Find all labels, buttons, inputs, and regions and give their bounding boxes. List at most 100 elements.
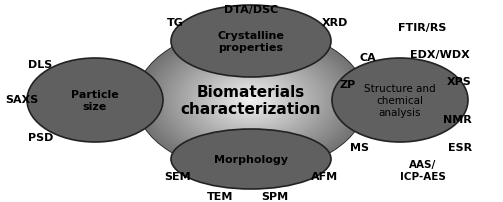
Ellipse shape — [206, 142, 296, 176]
Ellipse shape — [71, 86, 119, 115]
Ellipse shape — [247, 98, 255, 103]
Ellipse shape — [332, 59, 468, 142]
Ellipse shape — [204, 142, 298, 177]
Ellipse shape — [192, 16, 310, 68]
Ellipse shape — [364, 78, 436, 123]
Ellipse shape — [178, 55, 324, 146]
Ellipse shape — [175, 53, 327, 148]
Ellipse shape — [211, 24, 291, 60]
Text: SPM: SPM — [262, 191, 289, 201]
Ellipse shape — [157, 42, 345, 159]
Ellipse shape — [161, 44, 341, 157]
Ellipse shape — [216, 26, 286, 57]
Ellipse shape — [151, 38, 351, 163]
Ellipse shape — [399, 100, 401, 101]
Ellipse shape — [51, 73, 139, 128]
Ellipse shape — [215, 26, 287, 58]
Ellipse shape — [204, 21, 298, 63]
Ellipse shape — [227, 150, 275, 168]
Ellipse shape — [243, 96, 259, 105]
Ellipse shape — [173, 7, 329, 77]
Ellipse shape — [230, 87, 272, 114]
Ellipse shape — [180, 56, 322, 145]
Ellipse shape — [237, 92, 265, 109]
Ellipse shape — [55, 76, 135, 125]
Ellipse shape — [197, 67, 305, 134]
Ellipse shape — [36, 64, 154, 137]
Ellipse shape — [249, 159, 253, 160]
Ellipse shape — [244, 157, 258, 162]
Ellipse shape — [90, 97, 101, 104]
Ellipse shape — [179, 9, 323, 74]
Ellipse shape — [182, 11, 320, 73]
Ellipse shape — [144, 34, 358, 167]
Ellipse shape — [383, 90, 417, 111]
Ellipse shape — [375, 85, 425, 116]
Ellipse shape — [215, 78, 287, 123]
Ellipse shape — [215, 146, 287, 173]
Ellipse shape — [228, 86, 274, 115]
Ellipse shape — [226, 31, 276, 53]
Ellipse shape — [142, 33, 360, 168]
Ellipse shape — [203, 141, 299, 177]
Ellipse shape — [196, 66, 307, 135]
Ellipse shape — [218, 147, 284, 172]
Ellipse shape — [210, 23, 292, 60]
Ellipse shape — [205, 72, 297, 129]
Ellipse shape — [198, 139, 304, 179]
Ellipse shape — [209, 74, 293, 127]
Ellipse shape — [207, 73, 295, 128]
Ellipse shape — [52, 74, 138, 127]
Ellipse shape — [206, 21, 296, 62]
Ellipse shape — [200, 140, 302, 178]
Ellipse shape — [232, 152, 270, 166]
Ellipse shape — [248, 41, 254, 43]
Ellipse shape — [202, 20, 300, 64]
Ellipse shape — [182, 133, 320, 185]
Ellipse shape — [245, 97, 257, 104]
Ellipse shape — [218, 27, 284, 57]
Ellipse shape — [35, 64, 155, 137]
Ellipse shape — [79, 91, 111, 110]
Ellipse shape — [349, 69, 451, 132]
Ellipse shape — [88, 96, 102, 105]
Ellipse shape — [214, 25, 288, 59]
Ellipse shape — [178, 132, 324, 187]
Ellipse shape — [39, 66, 150, 135]
Ellipse shape — [237, 154, 265, 164]
Ellipse shape — [231, 152, 271, 167]
Ellipse shape — [171, 6, 331, 78]
Ellipse shape — [200, 19, 302, 64]
Ellipse shape — [29, 60, 161, 141]
Ellipse shape — [53, 75, 137, 126]
Ellipse shape — [163, 46, 339, 155]
Ellipse shape — [77, 89, 113, 112]
Ellipse shape — [366, 80, 434, 121]
Ellipse shape — [356, 73, 444, 128]
Ellipse shape — [153, 40, 349, 161]
Ellipse shape — [235, 153, 267, 165]
Ellipse shape — [341, 64, 459, 137]
Ellipse shape — [358, 75, 442, 126]
Ellipse shape — [236, 154, 266, 165]
Ellipse shape — [85, 94, 105, 107]
Ellipse shape — [210, 144, 292, 175]
Text: Biomaterials
characterization: Biomaterials characterization — [181, 84, 321, 117]
Ellipse shape — [249, 41, 253, 42]
Ellipse shape — [171, 50, 331, 151]
Ellipse shape — [214, 145, 288, 173]
Ellipse shape — [382, 89, 418, 112]
Ellipse shape — [80, 92, 110, 109]
Ellipse shape — [67, 83, 123, 118]
Ellipse shape — [216, 146, 286, 172]
Ellipse shape — [177, 131, 325, 187]
Ellipse shape — [226, 85, 276, 116]
Ellipse shape — [378, 87, 422, 114]
Ellipse shape — [38, 66, 152, 135]
Ellipse shape — [219, 27, 283, 56]
Text: XRD: XRD — [322, 18, 348, 28]
Ellipse shape — [249, 99, 253, 102]
Ellipse shape — [147, 36, 355, 165]
Ellipse shape — [91, 98, 100, 103]
Ellipse shape — [237, 36, 265, 48]
